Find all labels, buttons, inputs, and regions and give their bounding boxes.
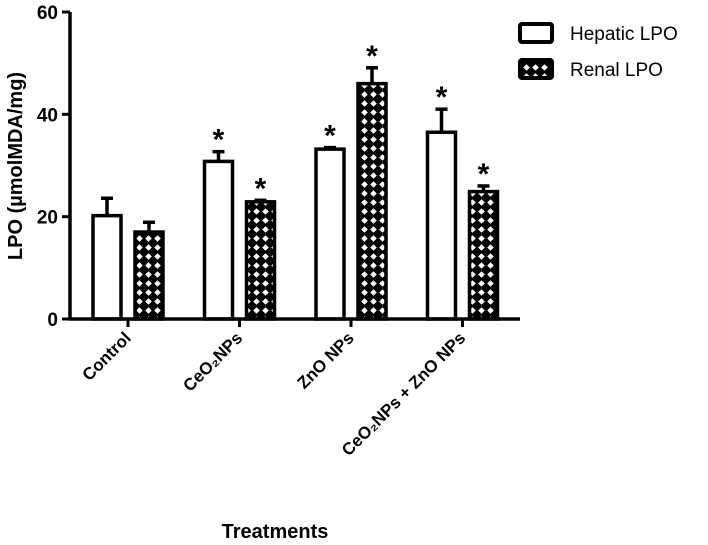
bar-hepatic xyxy=(91,213,123,321)
x-tick-label: CeO₂NPs + ZnO NPs xyxy=(338,328,469,459)
bar-renal xyxy=(244,200,277,321)
significance-marker: * xyxy=(436,81,448,114)
bar-renal xyxy=(467,189,500,321)
y-tick-label: 20 xyxy=(37,208,58,229)
significance-marker: * xyxy=(366,40,378,73)
significance-marker: * xyxy=(213,124,225,157)
y-tick-label: 40 xyxy=(37,105,58,126)
y-tick-label: 0 xyxy=(47,310,58,331)
bar-renal xyxy=(133,230,165,321)
legend-label-hepatic: Hepatic LPO xyxy=(570,24,678,45)
legend: Hepatic LPO Renal LPO xyxy=(518,22,678,81)
significance-marker: * xyxy=(478,158,490,191)
x-axis-label: Treatments xyxy=(222,521,329,543)
y-tick-label: 60 xyxy=(37,3,58,24)
bar-hepatic xyxy=(202,159,235,321)
significance-marker: * xyxy=(324,120,336,153)
legend-swatch-renal xyxy=(518,58,554,80)
x-tick-label: ZnO NPs xyxy=(294,328,358,392)
legend-label-renal: Renal LPO xyxy=(570,60,663,81)
y-axis-label: LPO (µmolMDA/mg) xyxy=(5,72,27,260)
x-tick-label: Control xyxy=(79,328,135,384)
bar-hepatic xyxy=(314,147,346,321)
bar-hepatic xyxy=(425,130,458,321)
legend-swatch-hepatic xyxy=(518,22,554,44)
significance-marker: * xyxy=(255,172,267,205)
x-tick-label: CeO₂NPs xyxy=(179,328,246,395)
bar-renal xyxy=(356,81,388,321)
